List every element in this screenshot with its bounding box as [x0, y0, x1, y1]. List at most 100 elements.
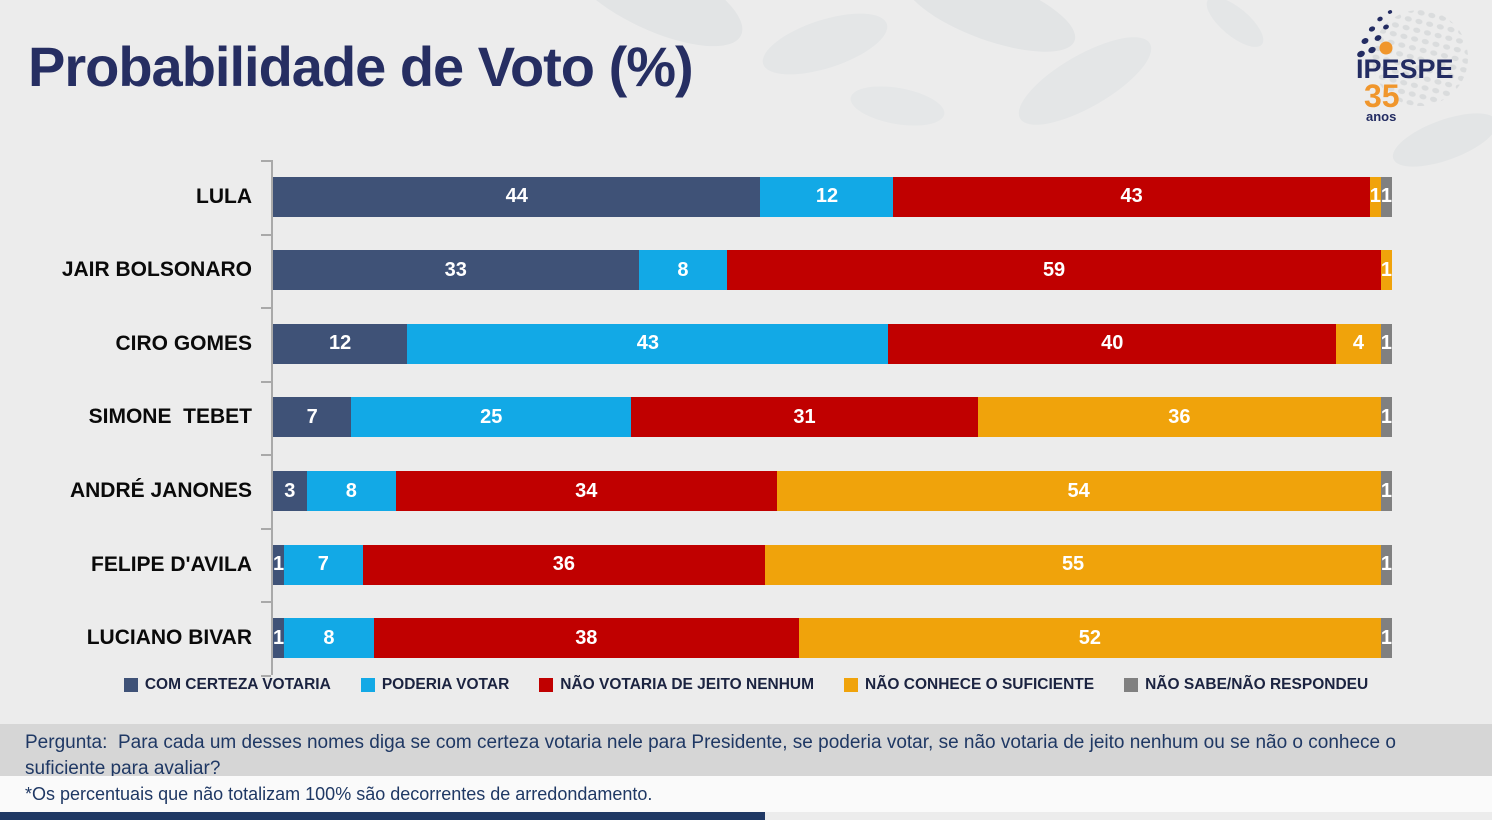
legend-item: NÃO CONHECE O SUFICIENTE	[844, 676, 1094, 694]
bar-segment: 1	[1380, 397, 1392, 438]
chart-row: JAIR BOLSONARO 33 8 59 1	[0, 234, 1392, 308]
category-label: ANDRÉ JANONES	[69, 479, 252, 503]
bar-segment: 7	[284, 544, 363, 585]
chart-row: LUCIANO BIVAR 1 8 38 52 1	[0, 601, 1392, 675]
stacked-bar: 3 8 34 54 1	[273, 471, 1392, 512]
logo-orange-dot	[1379, 41, 1393, 55]
segment-value-label: 31	[793, 405, 816, 428]
segment-value-label: 1	[1380, 405, 1392, 428]
category-label: SIMONE TEBET	[88, 405, 252, 429]
bar-segment: 43	[407, 323, 889, 364]
chart-row: FELIPE D'AVILA 1 7 36 55 1	[0, 528, 1392, 602]
bar-segment: 12	[760, 176, 894, 217]
stacked-bar: 1 8 38 52 1	[273, 618, 1392, 659]
legend-item: NÃO VOTARIA DE JEITO NENHUM	[539, 676, 814, 694]
background-leaf-shape	[895, 0, 1085, 69]
legend-swatch	[539, 678, 554, 692]
axis-tick	[261, 307, 271, 310]
bar-segment: 52	[798, 618, 1381, 659]
stacked-bar: 7 25 31 36 1	[273, 397, 1392, 438]
segment-value-label: 8	[677, 258, 689, 281]
segment-value-label: 55	[1061, 553, 1085, 576]
bottom-navy-strip	[0, 812, 765, 820]
segment-value-label: 1	[1380, 332, 1392, 355]
bar-segment: 40	[888, 323, 1337, 364]
bar-segment: 31	[631, 397, 978, 438]
bar-segment: 7	[273, 397, 352, 438]
legend-item: COM CERTEZA VOTARIA	[123, 676, 331, 694]
segment-value-label: 40	[1101, 332, 1124, 355]
segment-value-label: 36	[1168, 405, 1191, 428]
segment-value-label: 7	[306, 405, 318, 428]
ipespe-logo: IPESPE 35 anos	[1328, 4, 1478, 132]
segment-value-label: 1	[1380, 258, 1392, 281]
bar-segment: 1	[1380, 618, 1392, 659]
chart-row: LULA 44 12 43 1 1	[0, 160, 1392, 234]
bar-segment: 1	[1380, 250, 1392, 291]
ipespe-logo-graphic: IPESPE 35 anos	[1356, 10, 1468, 124]
bar-segment: 38	[373, 618, 799, 659]
segment-value-label: 33	[444, 258, 467, 281]
segment-value-label: 1	[1380, 479, 1392, 502]
segment-value-label: 1	[273, 553, 285, 576]
axis-tick	[261, 380, 271, 383]
segment-value-label: 8	[345, 479, 357, 502]
segment-value-label: 1	[273, 626, 285, 649]
stacked-bar-chart: LULA 44 12 43 1 1 JAIR BOLSONARO 33 8 59 1 CIRO GOM…	[0, 160, 1392, 675]
segment-value-label: 25	[480, 405, 503, 428]
bar-segment: 1	[273, 544, 285, 585]
chart-row: SIMONE TEBET 7 25 31 36 1	[0, 381, 1392, 455]
bar-segment: 1	[1380, 323, 1392, 364]
bar-segment: 54	[776, 471, 1381, 512]
category-label: CIRO GOMES	[115, 331, 252, 355]
y-axis	[261, 160, 273, 677]
axis-tick	[261, 601, 271, 604]
bar-segment: 8	[284, 618, 374, 659]
category-label: LUCIANO BIVAR	[86, 626, 252, 650]
background-leaf-shape	[847, 80, 948, 132]
stacked-bar: 12 43 40 4 1	[273, 323, 1392, 364]
chart-row: CIRO GOMES 12 43 40 4 1	[0, 307, 1392, 381]
segment-value-label: 4	[1352, 332, 1364, 355]
bar-segment: 59	[727, 250, 1381, 291]
bar-segment: 12	[273, 323, 408, 364]
segment-value-label: 1	[1380, 626, 1392, 649]
legend-swatch	[844, 678, 859, 692]
bar-segment: 1	[1370, 176, 1381, 217]
bar-segment: 1	[273, 618, 285, 659]
bar-segment: 36	[362, 544, 766, 585]
segment-value-label: 1	[1380, 553, 1392, 576]
bar-segment: 34	[396, 471, 777, 512]
logo-wordmark: IPESPE	[1356, 54, 1454, 84]
bar-segment: 33	[273, 250, 639, 291]
axis-tick	[261, 674, 271, 677]
background-leaf-shape	[1199, 0, 1271, 56]
segment-value-label: 34	[575, 479, 598, 502]
segment-value-label: 8	[323, 626, 335, 649]
segment-value-label: 44	[505, 185, 528, 208]
bar-segment: 43	[893, 176, 1370, 217]
page-title: Probabilidade de Voto (%)	[28, 35, 694, 98]
bar-segment: 1	[1380, 176, 1392, 217]
legend-label: NÃO SABE/NÃO RESPONDEU	[1145, 676, 1369, 693]
segment-value-label: 7	[317, 553, 329, 576]
legend-label: NÃO CONHECE O SUFICIENTE	[865, 676, 1095, 693]
segment-value-label: 38	[575, 626, 598, 649]
bar-segment: 25	[351, 397, 632, 438]
stacked-bar: 1 7 36 55 1	[273, 544, 1392, 585]
stacked-bar: 44 12 43 1 1	[273, 176, 1392, 217]
category-label: FELIPE D'AVILA	[91, 552, 252, 576]
stacked-bar: 33 8 59 1	[273, 250, 1392, 291]
bar-segment: 8	[306, 471, 397, 512]
category-label: LULA	[196, 184, 252, 208]
bar-segment: 44	[273, 176, 761, 217]
globe-dots	[1372, 10, 1468, 106]
bar-segment: 55	[765, 544, 1381, 585]
legend-label: PODERIA VOTAR	[381, 676, 510, 693]
chart-legend: COM CERTEZA VOTARIA PODERIA VOTAR NÃO VOTA…	[0, 676, 1492, 694]
segment-value-label: 52	[1078, 626, 1101, 649]
segment-value-label: 1	[1380, 185, 1392, 208]
logo-years: 35	[1364, 78, 1400, 114]
footnote-text: *Os percentuais que não totalizam 100% s…	[25, 783, 653, 804]
segment-value-label: 43	[636, 332, 659, 355]
